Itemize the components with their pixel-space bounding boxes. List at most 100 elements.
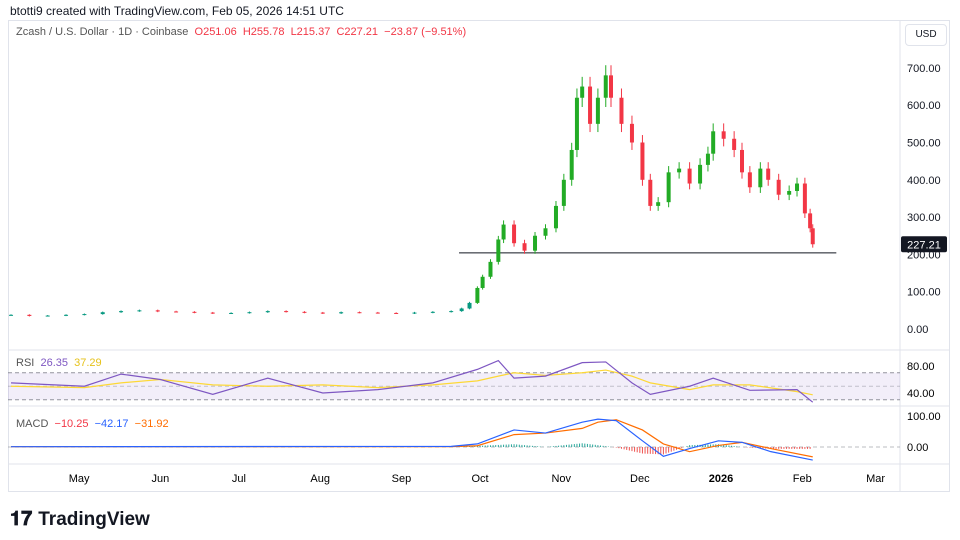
price-tick: 600.00	[907, 100, 941, 112]
candle	[543, 228, 548, 236]
candle	[588, 86, 593, 124]
candle	[795, 183, 800, 191]
candle	[619, 97, 624, 124]
candle	[687, 168, 692, 184]
candle	[512, 224, 517, 244]
candle	[247, 312, 252, 314]
candle	[766, 168, 771, 180]
time-tick: Nov	[551, 473, 571, 485]
price-tick: 500.00	[907, 138, 941, 150]
candle	[82, 314, 87, 316]
time-tick: Mar	[866, 473, 885, 485]
candle	[459, 308, 464, 312]
candle	[747, 172, 752, 188]
candle	[45, 315, 50, 317]
macd-tick: 0.00	[907, 442, 928, 454]
rsi-tick: 40.00	[907, 388, 935, 400]
candle	[449, 311, 454, 313]
candle	[100, 312, 105, 315]
time-tick: Feb	[793, 473, 812, 485]
candle	[574, 97, 579, 150]
candle	[787, 190, 792, 195]
candle	[119, 311, 124, 313]
last-price-label: 227.21	[907, 239, 941, 251]
candle	[192, 311, 197, 313]
candle	[496, 239, 501, 262]
candle	[488, 261, 493, 277]
chart-frame	[8, 20, 950, 492]
candle	[210, 312, 215, 314]
rsi-value: 26.35	[40, 357, 68, 369]
candle	[155, 310, 160, 312]
candle	[320, 312, 325, 314]
candle	[27, 314, 32, 316]
rsi-ma-value: 37.29	[74, 357, 102, 369]
macd-label: MACD	[16, 418, 49, 430]
price-tick: 100.00	[907, 287, 941, 299]
candle	[284, 311, 289, 313]
time-tick: Oct	[471, 473, 488, 485]
time-tick: 2026	[709, 473, 733, 485]
candle	[721, 131, 726, 139]
credit-text: btotti9 created with TradingView.com, Fe…	[10, 4, 344, 18]
currency-button[interactable]: USD	[905, 24, 947, 46]
time-tick: May	[69, 473, 90, 485]
low-value: L215.37	[290, 26, 331, 38]
close-value: C227.21	[336, 26, 379, 38]
rsi-band	[8, 372, 900, 400]
candle	[339, 312, 344, 314]
candle	[640, 142, 645, 180]
candle	[705, 153, 710, 165]
candle	[430, 311, 435, 313]
candle	[9, 314, 14, 316]
candle	[64, 314, 69, 316]
rsi-tick: 80.00	[907, 361, 935, 373]
candle	[302, 311, 307, 313]
candle	[569, 149, 574, 180]
tradingview-logo: 𝟏𝟕 TradingView	[10, 508, 150, 531]
time-tick: Sep	[392, 473, 412, 485]
rsi-line	[10, 359, 814, 403]
price-tick: 400.00	[907, 175, 941, 187]
candle	[656, 202, 661, 206]
candle	[265, 311, 270, 313]
candle	[666, 172, 671, 203]
candle	[603, 75, 608, 98]
candle	[412, 312, 417, 314]
candle	[533, 235, 538, 251]
macd-value: −42.17	[94, 418, 129, 430]
time-tick: Jun	[151, 473, 169, 485]
candle	[698, 164, 703, 184]
open-value: O251.06	[194, 26, 237, 38]
rsi-ma-line	[11, 369, 813, 396]
rsi-legend: RSI 26.35 37.29	[16, 357, 102, 369]
candle	[580, 86, 585, 98]
candle	[375, 312, 380, 314]
candle	[629, 123, 634, 143]
candle	[467, 302, 472, 309]
candle	[174, 311, 179, 313]
candle	[609, 75, 613, 98]
candle	[394, 312, 399, 314]
last-price-badge	[901, 236, 947, 253]
candle	[740, 149, 744, 173]
candle	[595, 97, 600, 124]
macd-legend: MACD −10.25 −42.17 −31.92	[16, 418, 169, 430]
macd-signal-line	[11, 419, 813, 458]
time-tick: Dec	[630, 473, 650, 485]
logo-icon: 𝟏𝟕	[10, 508, 33, 530]
time-tick: Aug	[310, 473, 330, 485]
candle	[776, 179, 781, 195]
candle	[677, 168, 682, 173]
candle	[810, 228, 815, 245]
candle	[475, 287, 480, 303]
macd-hist-value: −10.25	[54, 418, 89, 430]
macd-line	[11, 418, 813, 461]
candle	[501, 224, 506, 240]
high-value: H255.78	[242, 26, 285, 38]
macd-signal-value: −31.92	[134, 418, 169, 430]
price-tick: 200.00	[907, 249, 941, 261]
price-tick: 300.00	[907, 212, 941, 224]
candle	[229, 312, 234, 314]
